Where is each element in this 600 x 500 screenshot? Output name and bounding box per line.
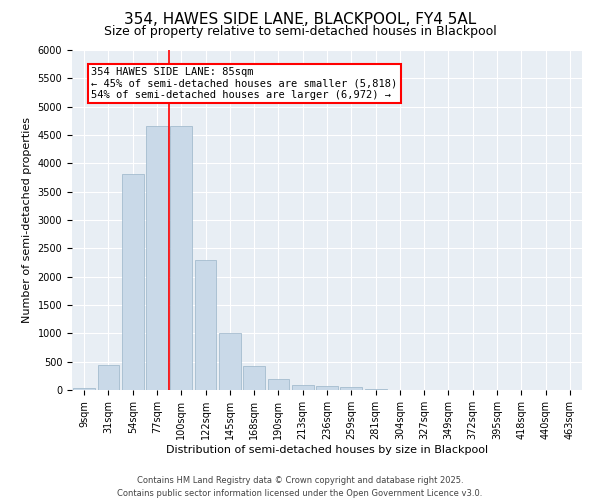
Bar [292,385,314,390]
Bar [219,334,241,390]
Bar [340,387,362,390]
Text: Size of property relative to semi-detached houses in Blackpool: Size of property relative to semi-detach… [104,25,496,38]
Bar [73,388,95,390]
Text: 354 HAWES SIDE LANE: 85sqm
← 45% of semi-detached houses are smaller (5,818)
54%: 354 HAWES SIDE LANE: 85sqm ← 45% of semi… [91,67,398,100]
Bar [146,126,168,390]
Bar [316,386,338,390]
Bar [268,379,289,390]
Bar [97,364,119,390]
Y-axis label: Number of semi-detached properties: Number of semi-detached properties [22,117,32,323]
Text: Contains HM Land Registry data © Crown copyright and database right 2025.
Contai: Contains HM Land Registry data © Crown c… [118,476,482,498]
X-axis label: Distribution of semi-detached houses by size in Blackpool: Distribution of semi-detached houses by … [166,444,488,454]
Text: 354, HAWES SIDE LANE, BLACKPOOL, FY4 5AL: 354, HAWES SIDE LANE, BLACKPOOL, FY4 5AL [124,12,476,28]
Bar [243,366,265,390]
Bar [170,126,192,390]
Bar [122,174,143,390]
Bar [194,260,217,390]
